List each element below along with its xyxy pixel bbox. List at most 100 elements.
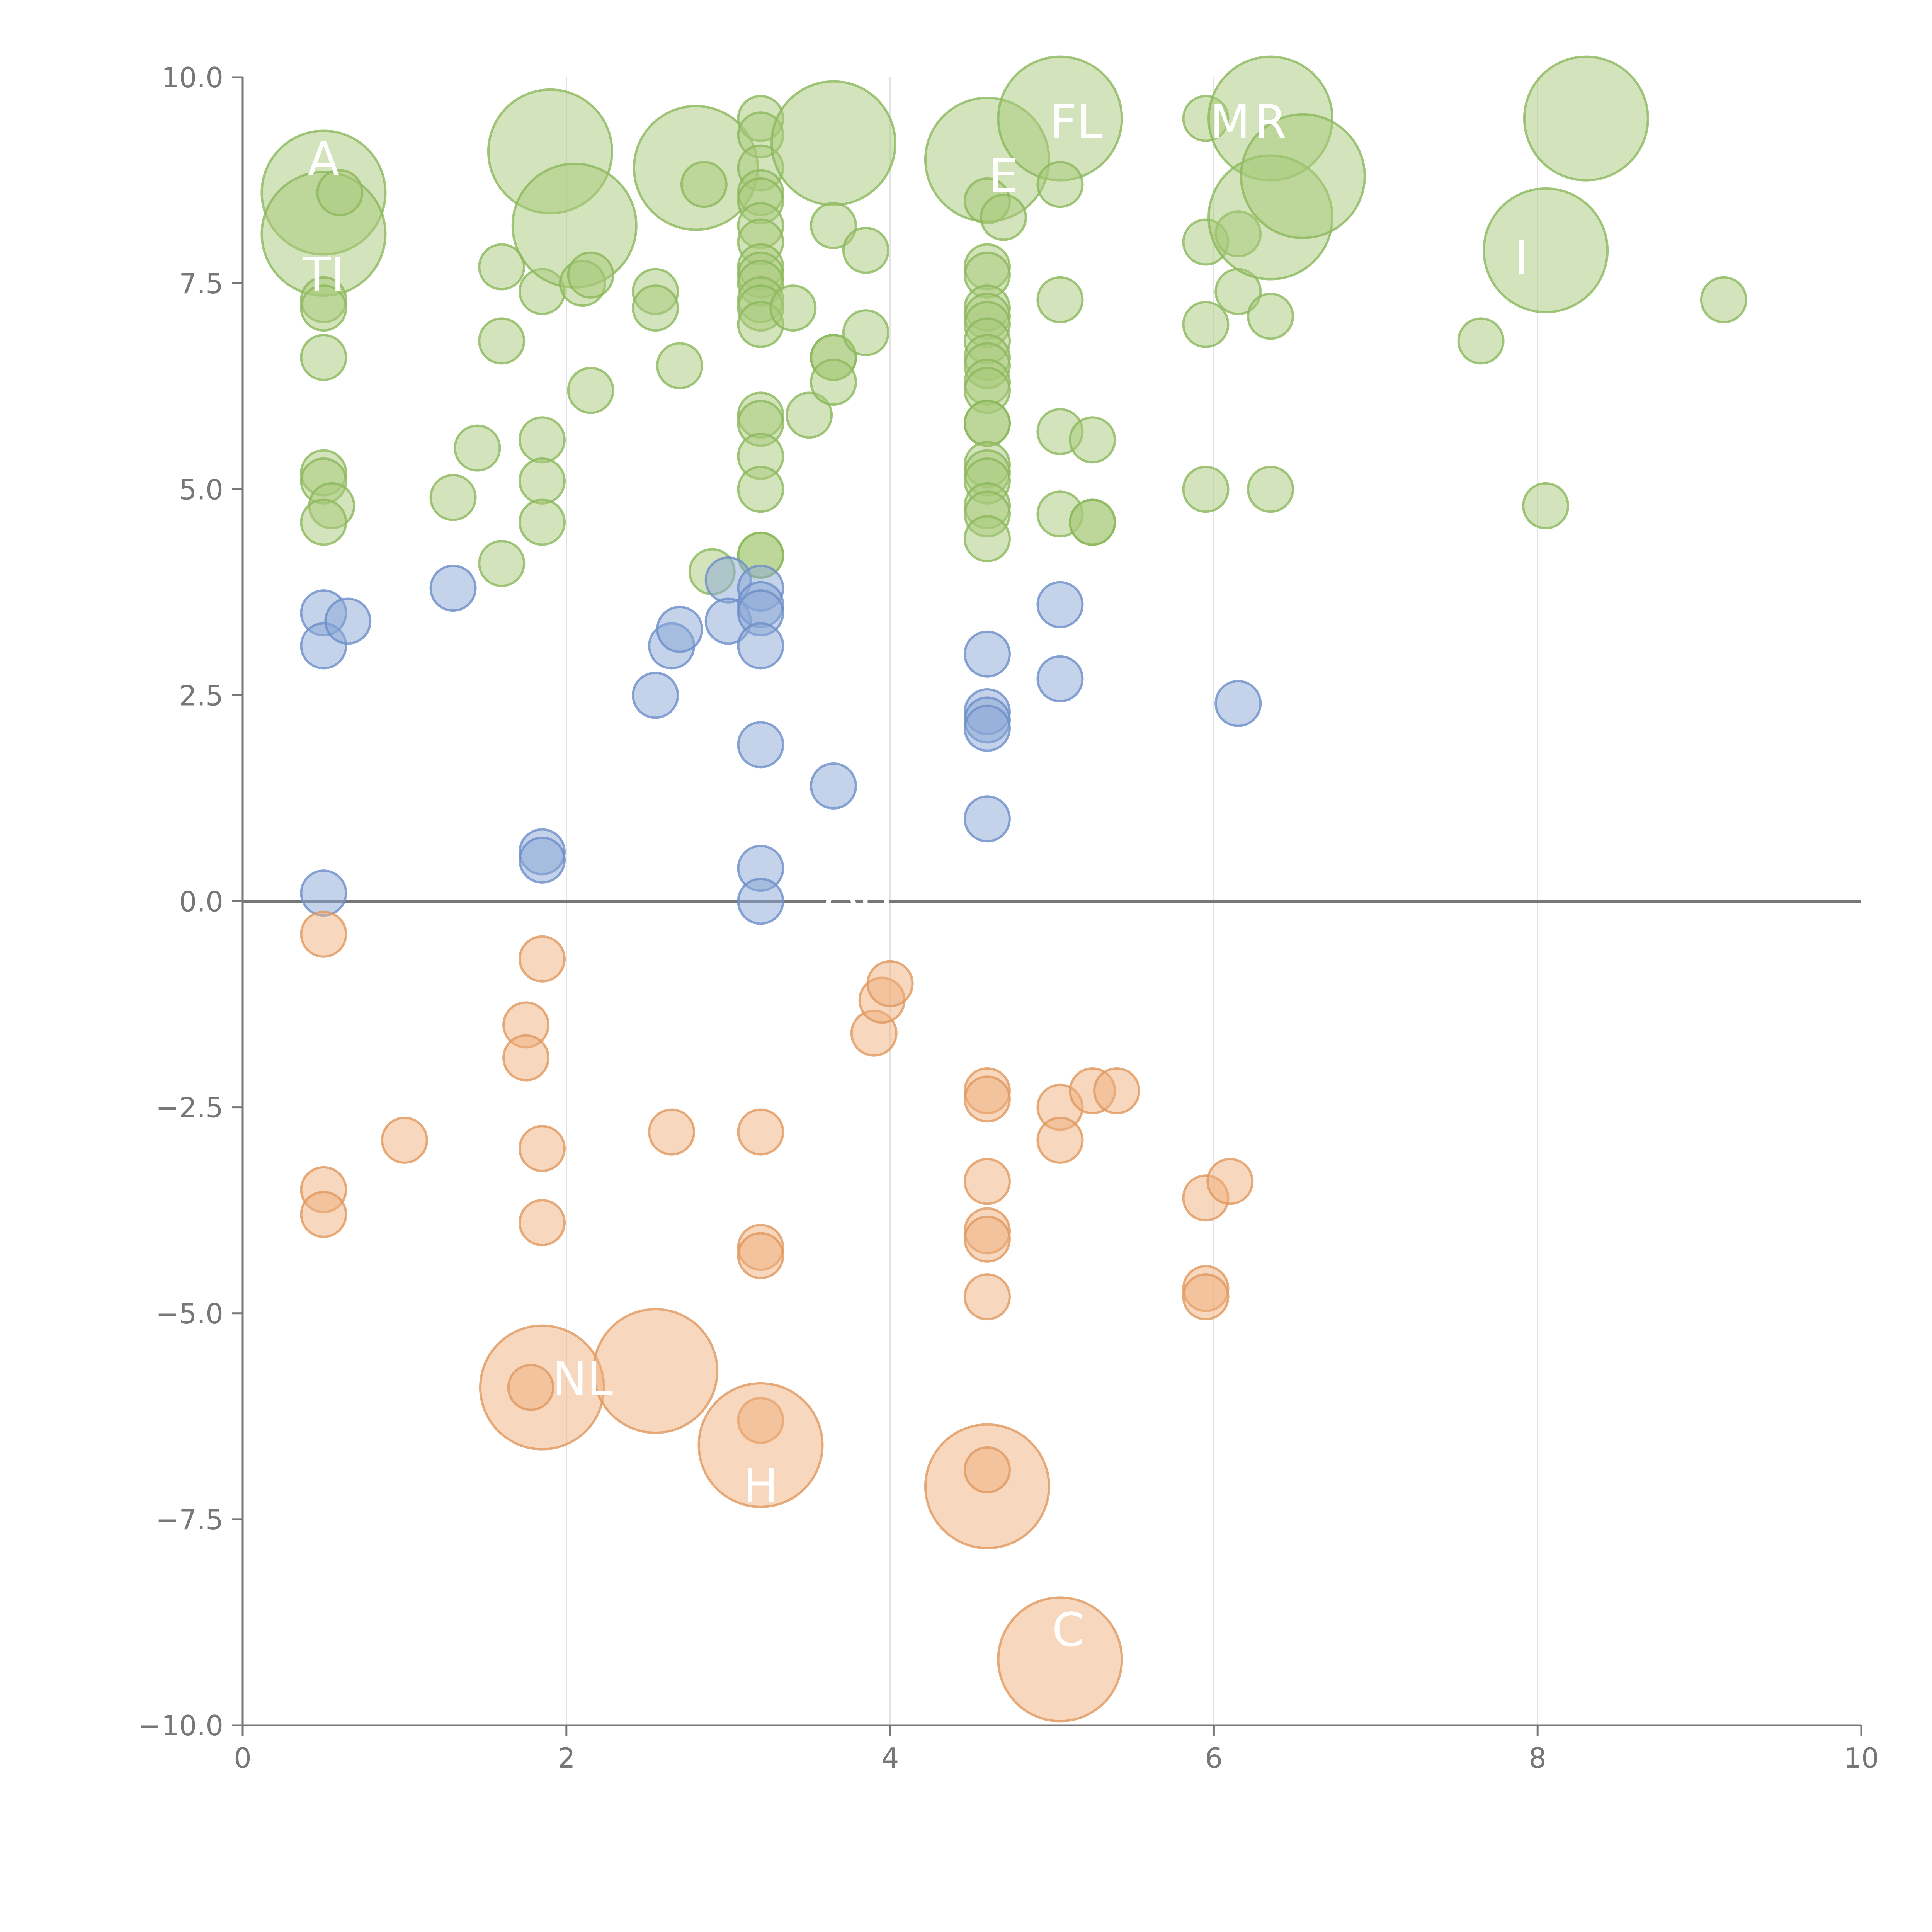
data-points (260, 55, 1747, 1723)
green-data-point (300, 334, 347, 381)
orange-data-point (866, 960, 914, 1007)
green-data-point (1182, 466, 1230, 513)
orange-data-point (502, 1034, 550, 1082)
green-data-point (842, 226, 889, 274)
point-annotation: TI (302, 248, 345, 302)
point-annotation: C (1052, 1604, 1084, 1657)
green-data-point (1069, 498, 1116, 546)
orange-data-point (300, 910, 347, 958)
green-data-point (810, 202, 857, 249)
blue-data-point (1036, 655, 1084, 702)
orange-data-point (518, 1125, 566, 1172)
green-data-point (567, 251, 614, 299)
blue-data-point (300, 869, 347, 917)
green-data-point (680, 161, 728, 208)
orange-data-point (1093, 1067, 1141, 1114)
green-data-point (963, 515, 1011, 563)
axes: 0 2 4 6 8 10 10.0 7.5 5.0 2.5 0.0 −2.5 −5.0 −7.5 −10.0 (138, 61, 1879, 1774)
blue-data-point (632, 672, 679, 719)
green-data-point (567, 367, 614, 414)
green-data-point (1036, 161, 1084, 208)
blue-data-point (963, 795, 1011, 843)
y-tick-label: 7.5 (179, 267, 223, 300)
point-labels: FL M R A E TI I QU NL H C (302, 95, 1528, 1657)
green-data-point (770, 80, 896, 206)
x-tick-label: 10 (1844, 1742, 1879, 1774)
orange-data-point (1182, 1273, 1230, 1321)
blue-data-point (737, 622, 784, 670)
green-data-point (429, 474, 477, 521)
green-data-point (632, 284, 679, 332)
green-data-point (1522, 482, 1570, 529)
green-data-point (810, 359, 857, 406)
green-data-point (478, 243, 526, 291)
green-data-point (300, 284, 347, 332)
green-data-point (316, 169, 364, 216)
green-data-point (478, 540, 526, 587)
green-data-point (1240, 113, 1366, 239)
blue-data-point (1214, 680, 1262, 727)
orange-data-point (300, 1190, 347, 1238)
orange-data-point (997, 1596, 1123, 1723)
green-data-point (1247, 466, 1294, 513)
green-data-point (769, 284, 817, 332)
x-tick-label: 0 (234, 1742, 252, 1774)
point-annotation: R (1254, 95, 1286, 149)
blue-data-point (737, 878, 784, 925)
green-data-point (300, 498, 347, 546)
y-tick-label: 5.0 (179, 473, 223, 506)
point-annotation: M (1210, 95, 1250, 149)
y-tick-label: 0.0 (179, 886, 223, 918)
orange-data-point (963, 1273, 1011, 1321)
point-annotation: NL (552, 1352, 613, 1406)
green-data-point (1036, 276, 1084, 323)
green-data-point (1247, 293, 1294, 340)
blue-data-point (1036, 581, 1084, 628)
blue-data-point (737, 721, 784, 769)
green-data-point (1483, 187, 1609, 313)
x-tick-label: 8 (1529, 1742, 1546, 1774)
orange-data-point (737, 1232, 784, 1279)
y-tick-label: −5.0 (156, 1298, 223, 1330)
x-tick-label: 4 (881, 1742, 899, 1774)
green-data-point (786, 391, 833, 439)
orange-data-point (507, 1364, 554, 1411)
point-annotation: A (308, 133, 339, 186)
y-tick-label: −7.5 (156, 1503, 223, 1536)
green-data-point (454, 424, 501, 472)
green-data-point (737, 466, 784, 513)
y-tick-label: −10.0 (138, 1709, 223, 1742)
blue-data-point (810, 762, 857, 810)
blue-data-point (963, 704, 1011, 752)
green-data-point (478, 317, 526, 365)
point-annotation: H (743, 1459, 778, 1513)
orange-data-point (381, 1116, 428, 1164)
point-annotation: QU (823, 883, 893, 936)
orange-data-point (518, 935, 566, 983)
green-data-point (963, 400, 1011, 447)
x-tick-label: 2 (558, 1742, 575, 1774)
blue-data-point (656, 605, 704, 653)
blue-data-point (963, 630, 1011, 678)
y-tick-label: −2.5 (156, 1092, 223, 1124)
point-annotation: FL (1050, 95, 1102, 149)
green-data-point (1182, 301, 1230, 348)
orange-data-point (963, 1446, 1011, 1493)
orange-data-point (518, 1199, 566, 1247)
orange-data-point (963, 1158, 1011, 1205)
green-data-point (842, 309, 889, 357)
blue-data-point (324, 597, 372, 645)
green-data-point (1069, 416, 1116, 464)
green-data-point (656, 342, 704, 389)
green-data-point (518, 498, 566, 546)
orange-data-point (648, 1108, 696, 1156)
green-data-point (1700, 276, 1747, 323)
green-data-point (518, 416, 566, 464)
orange-data-point (963, 1215, 1011, 1263)
point-annotation: E (989, 149, 1018, 203)
orange-data-point (737, 1108, 784, 1156)
orange-data-point (1206, 1158, 1254, 1205)
orange-data-point (1036, 1116, 1084, 1164)
point-annotation: I (1515, 231, 1528, 285)
